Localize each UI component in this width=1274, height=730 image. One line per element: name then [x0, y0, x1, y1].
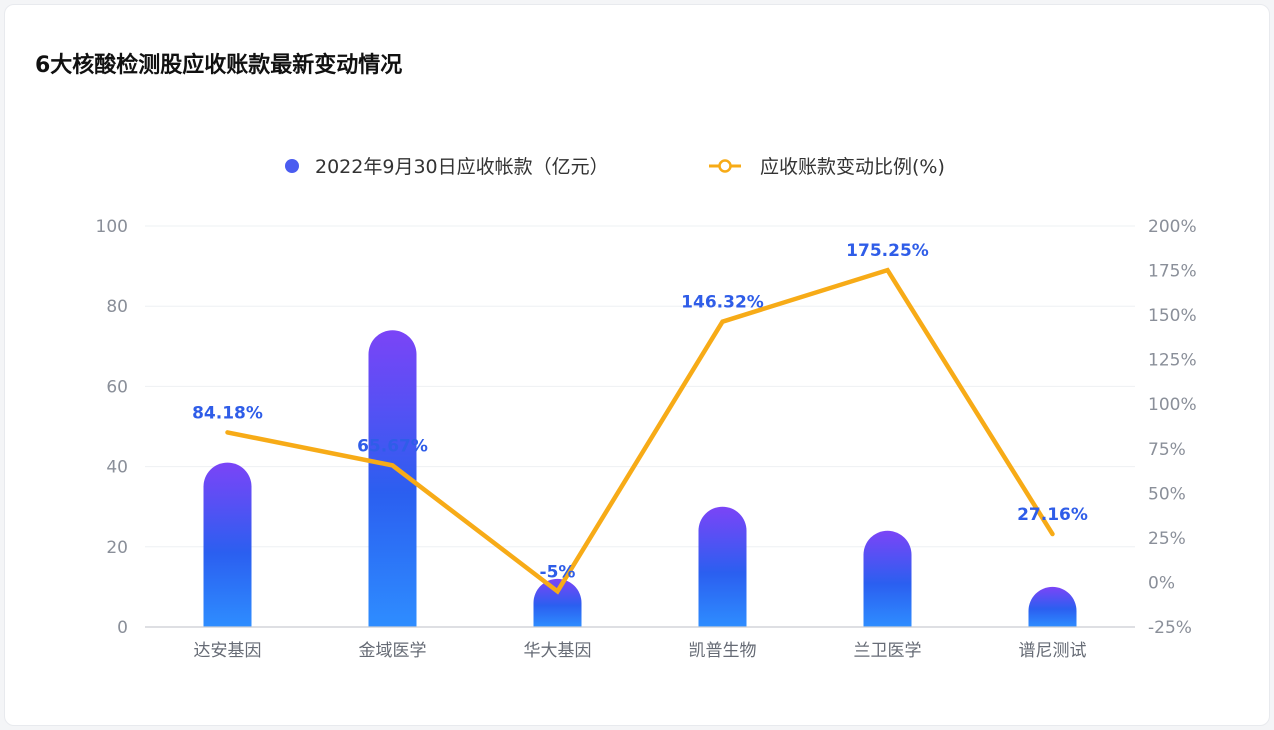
grid: [145, 225, 1135, 548]
y-left-tick-label: 20: [106, 538, 128, 558]
y-right-tick-label: -25%: [1148, 618, 1192, 638]
bar-金域医学: [368, 330, 417, 627]
y-left-tick-label: 100: [96, 217, 128, 237]
data-label: -5%: [540, 562, 576, 582]
y-right-tick-label: 150%: [1148, 306, 1197, 326]
bar-达安基因: [203, 462, 252, 627]
y-right-tick-label: 175%: [1148, 262, 1197, 282]
legend-line-marker-dot: [718, 159, 732, 173]
legend: 2022年9月30日应收帐款（亿元） 应收账款变动比例(%): [285, 156, 945, 178]
y-right-tick-label: 0%: [1148, 573, 1175, 593]
data-label: 146.32%: [681, 293, 764, 313]
y-right-tick-label: 75%: [1148, 440, 1186, 460]
y-left-tick-label: 80: [106, 297, 128, 317]
data-label: 27.16%: [1017, 505, 1088, 525]
data-label: 175.25%: [846, 241, 929, 261]
ratio-line: [225, 267, 1055, 595]
line-series: 84.18% 65.67% -5% 146.32% 175.25% 27.16%: [192, 241, 1088, 595]
chart-title: 6大核酸检测股应收账款最新变动情况: [35, 53, 403, 78]
data-label: 84.18%: [192, 403, 263, 423]
bar-谱尼测试: [1028, 586, 1077, 627]
y-left-tick-label: 40: [106, 458, 128, 478]
axes: 0 20 40 60 80 100 -25% 0% 25% 50% 75% 100% 125% 150% 1…: [96, 217, 1197, 661]
x-tick-label: 兰卫医学: [854, 641, 922, 661]
x-tick-label: 凯普生物: [689, 641, 757, 661]
bar-凯普生物: [698, 506, 747, 627]
y-right-tick-label: 50%: [1148, 484, 1186, 504]
bar-兰卫医学: [863, 530, 912, 627]
x-tick-label: 金域医学: [359, 641, 427, 661]
legend-bar-marker: [285, 159, 299, 173]
data-label: 65.67%: [357, 436, 428, 456]
x-tick-label: 谱尼测试: [1019, 641, 1087, 661]
y-right-tick-label: 200%: [1148, 217, 1197, 237]
y-left-tick-label: 60: [106, 377, 128, 397]
legend-line-label: 应收账款变动比例(%): [760, 156, 945, 178]
bar-series: [203, 330, 1077, 627]
bar-华大基因: [533, 578, 582, 627]
x-tick-label: 达安基因: [194, 641, 262, 661]
x-tick-label: 华大基因: [524, 641, 592, 661]
y-right-tick-label: 25%: [1148, 529, 1186, 549]
y-right-tick-label: 100%: [1148, 395, 1197, 415]
y-left-tick-label: 0: [117, 618, 128, 638]
legend-bar-label: 2022年9月30日应收帐款（亿元）: [315, 156, 609, 178]
y-right-tick-label: 125%: [1148, 351, 1197, 371]
